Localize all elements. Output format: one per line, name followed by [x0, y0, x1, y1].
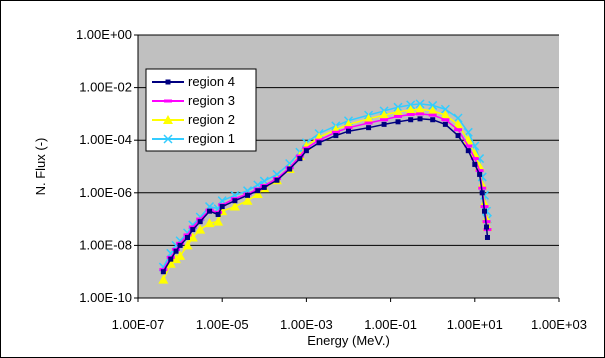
data-point-region-4 [480, 190, 485, 195]
data-point-region-3 [441, 118, 449, 121]
data-point-region-4 [430, 117, 435, 122]
x-tick-label: 1.00E+01 [447, 317, 503, 332]
data-point-region-4 [466, 148, 471, 153]
x-tick-label: 1.00E-03 [280, 317, 333, 332]
x-tick-label: 1.00E-01 [364, 317, 417, 332]
y-tick-label: 1.00E-08 [79, 237, 132, 252]
data-point-region-4 [198, 219, 203, 224]
y-axis-title: N. Flux (-) [33, 138, 48, 196]
data-point-region-4 [178, 243, 183, 248]
x-tick-label: 1.00E-07 [112, 317, 165, 332]
data-point-region-4 [443, 122, 448, 127]
data-point-region-3 [365, 122, 373, 125]
data-point-region-4 [317, 140, 322, 145]
data-point-region-3 [380, 118, 388, 121]
data-point-region-4 [456, 133, 461, 138]
data-point-region-4 [482, 209, 487, 214]
data-point-region-4 [346, 129, 351, 134]
data-point-region-4 [366, 125, 371, 130]
x-tick-label: 1.00E-05 [196, 317, 249, 332]
data-point-region-4 [190, 227, 195, 232]
legend: region 4 region 3 region 2 region 1 [146, 69, 256, 151]
y-tick-label: 1.00E-06 [79, 185, 132, 200]
data-point-region-4 [287, 167, 292, 172]
legend-label: region 3 [188, 93, 235, 108]
data-point-region-4 [418, 116, 423, 121]
data-point-region-4 [232, 198, 237, 203]
x-axis-title: Energy (MeV.) [307, 333, 390, 348]
data-point-region-4 [274, 178, 279, 183]
x-tick-label: 1.00E+03 [531, 317, 587, 332]
data-point-region-3 [416, 112, 424, 115]
data-point-region-3 [429, 114, 437, 117]
data-point-region-4 [255, 188, 260, 193]
legend-swatch-marker [164, 100, 172, 103]
legend-label: region 4 [188, 74, 235, 89]
legend-label: region 1 [188, 131, 235, 146]
data-point-region-4 [304, 148, 309, 153]
data-point-region-4 [220, 204, 225, 209]
legend-label: region 2 [188, 112, 235, 127]
legend-swatch-marker [166, 80, 171, 85]
data-point-region-4 [168, 257, 173, 262]
y-tick-label: 1.00E+00 [76, 27, 132, 42]
y-tick-label: 1.00E-04 [79, 132, 132, 147]
y-tick-label: 1.00E-10 [79, 290, 132, 305]
data-point-region-4 [216, 212, 221, 217]
data-point-region-4 [333, 133, 338, 138]
data-point-region-4 [485, 235, 490, 240]
data-point-region-4 [161, 269, 166, 274]
y-tick-label: 1.00E-02 [79, 80, 132, 95]
data-point-region-4 [245, 193, 250, 198]
data-point-region-3 [407, 113, 415, 116]
data-point-region-4 [207, 209, 212, 214]
data-point-region-4 [408, 117, 413, 122]
data-point-region-4 [174, 249, 179, 254]
data-point-region-4 [382, 122, 387, 127]
data-point-region-4 [396, 119, 401, 124]
data-point-region-3 [394, 115, 402, 118]
data-point-region-4 [472, 162, 477, 167]
data-point-region-3 [454, 128, 462, 131]
data-point-region-4 [477, 172, 482, 177]
data-point-region-4 [484, 225, 489, 230]
data-point-region-4 [297, 156, 302, 161]
data-point-region-4 [262, 185, 267, 190]
data-point-region-4 [185, 235, 190, 240]
